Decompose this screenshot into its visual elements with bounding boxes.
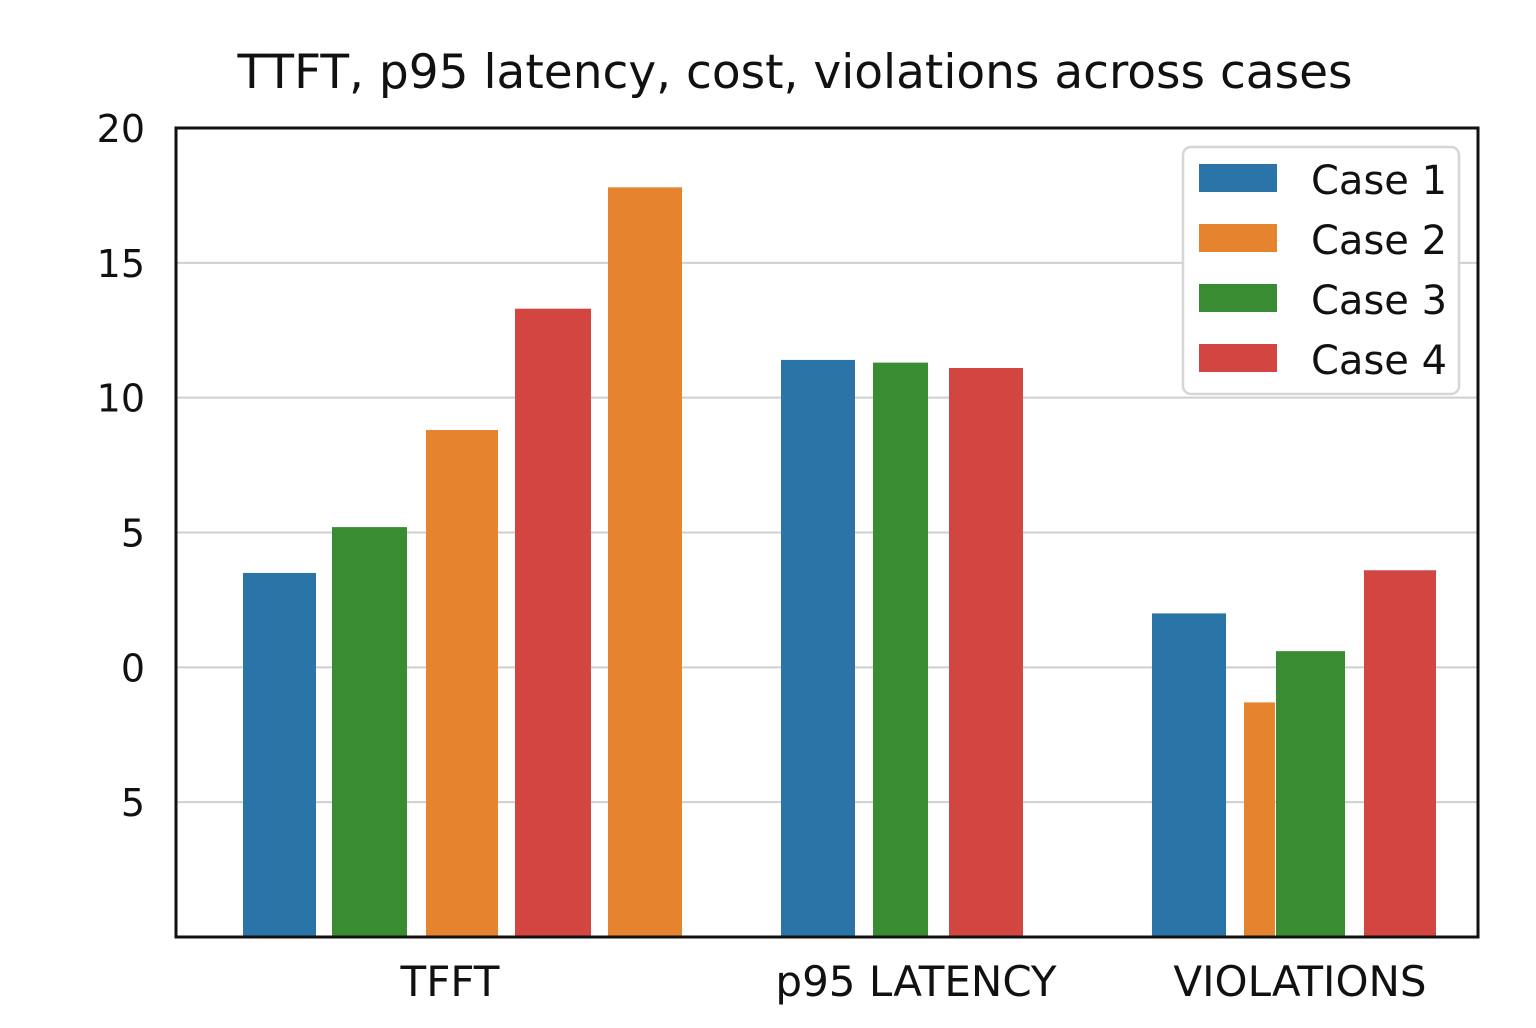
y-axis-ticks: 20 15 10 5 0 5 xyxy=(97,107,145,825)
y-tick-label: 15 xyxy=(97,242,145,286)
bar-case-3 xyxy=(873,362,928,937)
bar-case-4 xyxy=(949,368,1023,938)
y-tick-label: 20 xyxy=(97,107,145,151)
bar-case-3 xyxy=(1276,651,1345,937)
y-tick-label: 5 xyxy=(121,781,145,825)
legend-swatch xyxy=(1199,284,1277,312)
y-tick-label: 10 xyxy=(97,377,145,421)
bar-case-3 xyxy=(332,527,407,937)
x-tick-label: p95 LATENCY xyxy=(775,957,1056,1006)
x-tick-label: TFFT xyxy=(400,957,500,1006)
bars xyxy=(243,187,1436,938)
legend: Case 1 Case 2 Case 3 Case 4 xyxy=(1181,145,1461,396)
x-axis-ticks: TFFT p95 LATENCY VIOLATIONS xyxy=(400,957,1427,1006)
chart-title: TTFT, p95 latency, cost, violations acro… xyxy=(237,45,1353,100)
legend-label: Case 4 xyxy=(1311,338,1447,384)
legend-box xyxy=(1181,145,1461,396)
legend-swatch xyxy=(1199,344,1277,372)
plot-frame xyxy=(174,126,1480,939)
legend-swatch xyxy=(1199,164,1277,192)
bar-case-2 xyxy=(608,187,682,937)
y-tick-label: 0 xyxy=(121,646,145,690)
legend-label: Case 1 xyxy=(1311,158,1447,204)
bar-case-2 xyxy=(426,430,498,937)
legend-label: Case 3 xyxy=(1311,278,1447,324)
legend-swatch xyxy=(1199,224,1277,252)
x-tick-label: VIOLATIONS xyxy=(1173,957,1426,1006)
bar-case-1 xyxy=(1152,613,1226,937)
legend-label: Case 2 xyxy=(1311,218,1447,264)
bar-case-1 xyxy=(243,572,316,937)
bar-case-4 xyxy=(515,308,591,938)
bar-case-1 xyxy=(781,359,855,937)
bar-case-2 xyxy=(1244,702,1275,937)
y-tick-label: 5 xyxy=(121,512,145,556)
bar-case-4 xyxy=(1364,570,1436,937)
